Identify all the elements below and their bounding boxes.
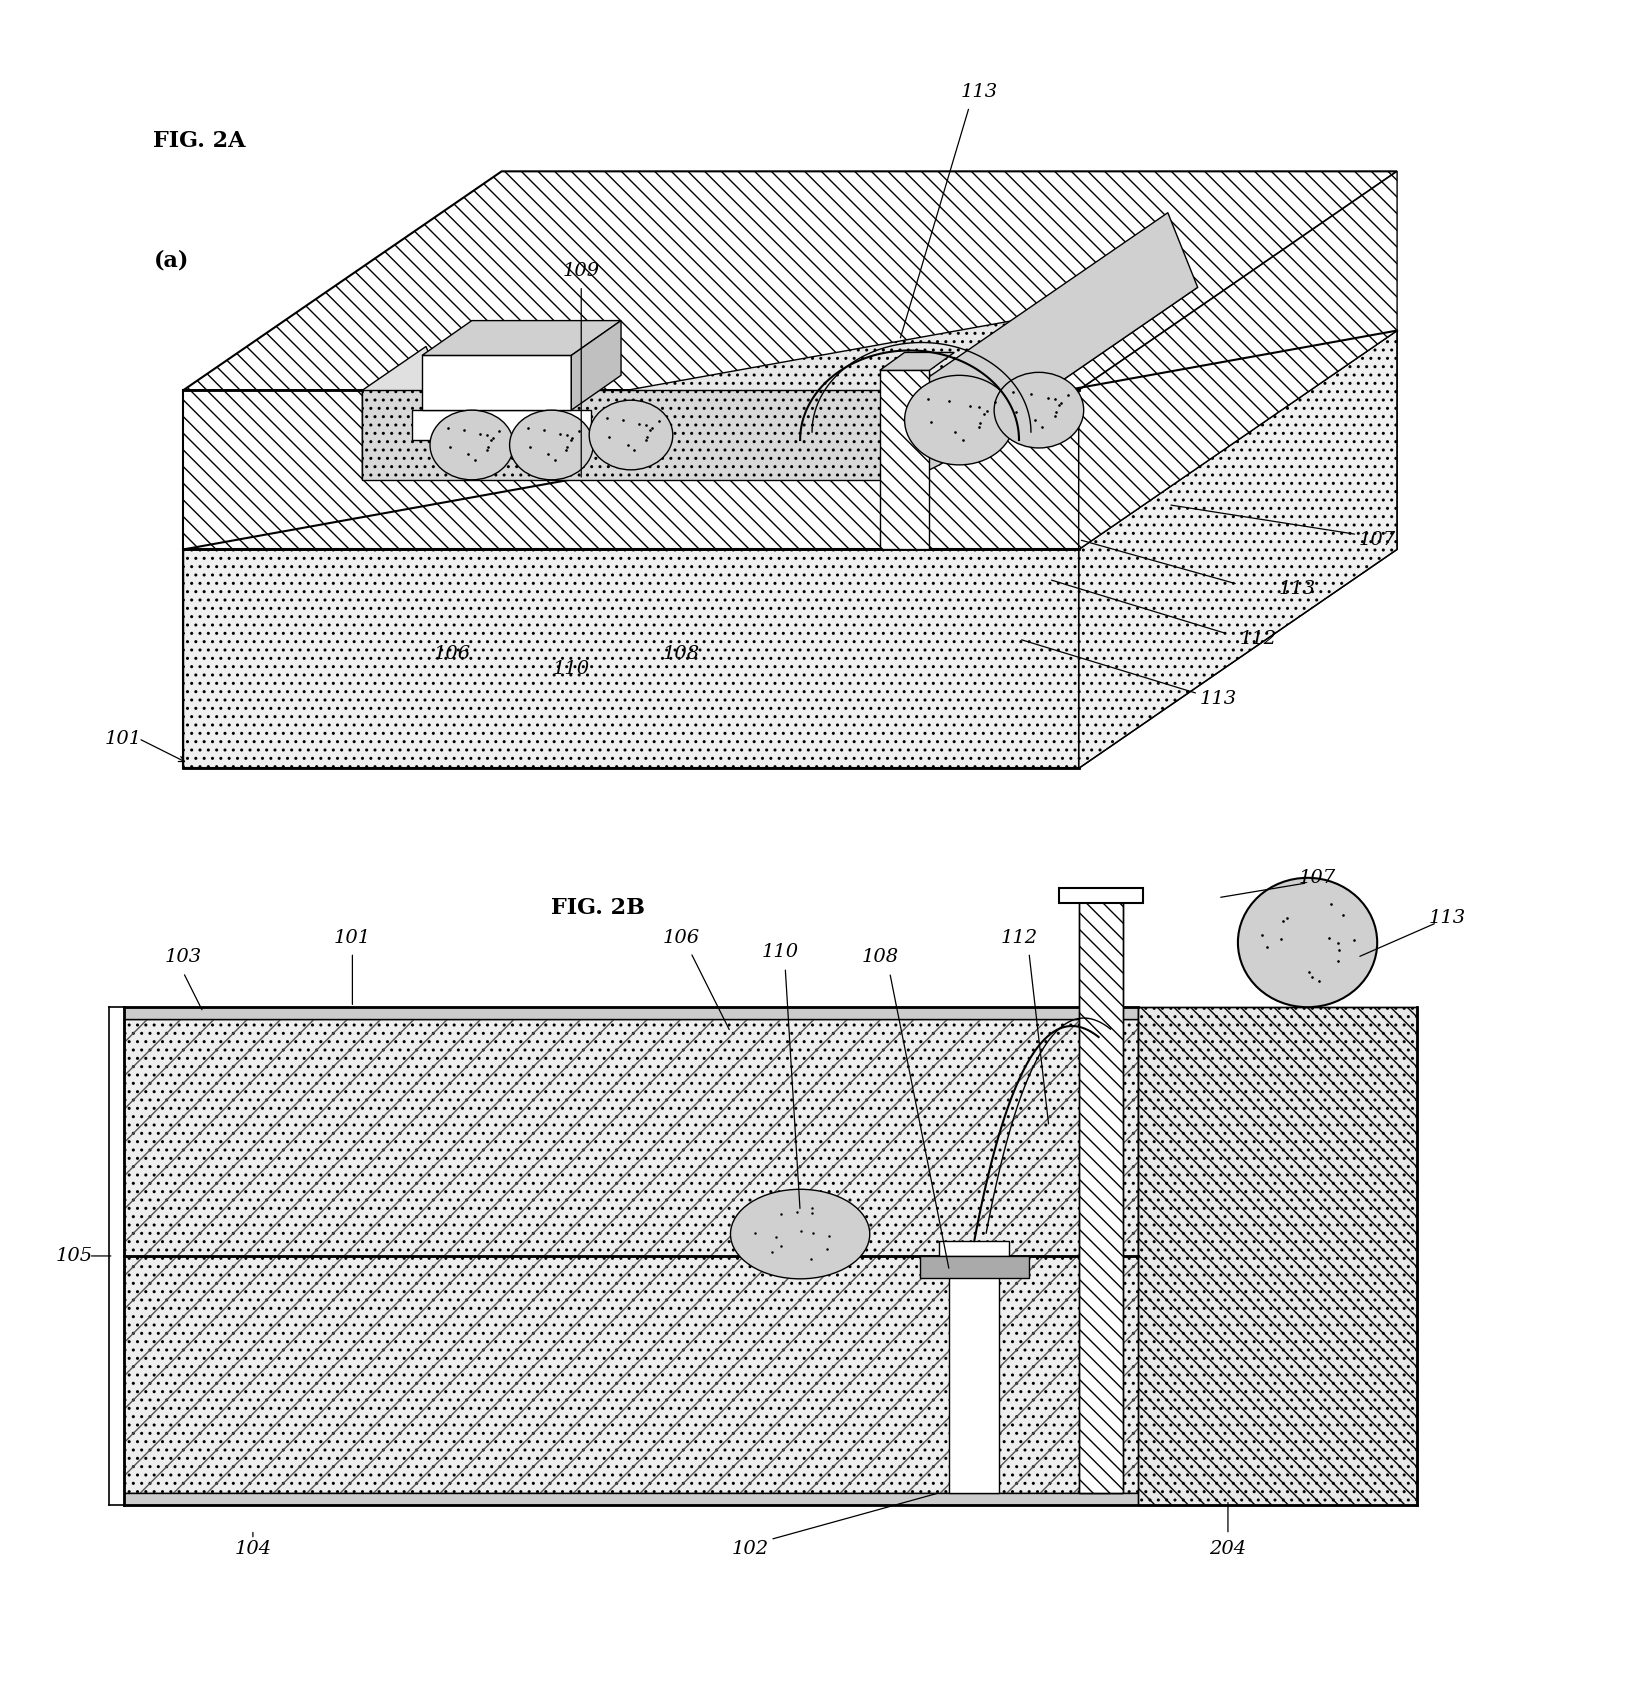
Polygon shape (878, 353, 954, 370)
Text: 112: 112 (1000, 928, 1037, 947)
Text: 107: 107 (1358, 530, 1394, 549)
Ellipse shape (430, 410, 513, 479)
Polygon shape (878, 370, 929, 550)
Text: 107: 107 (1299, 869, 1335, 886)
Text: 109: 109 (562, 262, 600, 280)
Text: 106: 106 (662, 928, 699, 947)
Polygon shape (124, 1256, 1416, 1492)
Text: 102: 102 (732, 1541, 768, 1558)
Ellipse shape (588, 400, 672, 469)
Text: FIG. 2A: FIG. 2A (153, 130, 246, 152)
Polygon shape (183, 390, 1078, 550)
Ellipse shape (1238, 878, 1376, 1008)
Text: 108: 108 (860, 949, 898, 967)
Polygon shape (124, 1020, 1137, 1256)
Text: 103: 103 (165, 949, 201, 967)
Text: 113: 113 (1279, 581, 1315, 598)
Polygon shape (939, 1241, 1009, 1256)
Polygon shape (1137, 1008, 1416, 1504)
Text: 110: 110 (552, 660, 590, 679)
Text: 113: 113 (961, 83, 997, 101)
Text: 113: 113 (1198, 690, 1236, 707)
Polygon shape (1078, 172, 1396, 550)
Text: 112: 112 (1239, 630, 1276, 648)
Polygon shape (1058, 888, 1142, 903)
Polygon shape (183, 550, 1078, 768)
Ellipse shape (509, 410, 593, 479)
Polygon shape (124, 1008, 1137, 1020)
Text: FIG. 2B: FIG. 2B (550, 896, 644, 918)
Polygon shape (412, 410, 592, 441)
Polygon shape (392, 287, 1196, 464)
Text: (a): (a) (153, 250, 188, 272)
Polygon shape (949, 1256, 999, 1492)
Text: 104: 104 (234, 1541, 272, 1558)
Text: 105: 105 (56, 1247, 92, 1264)
Text: 106: 106 (433, 645, 470, 663)
Polygon shape (183, 331, 1396, 550)
Text: 101: 101 (333, 928, 371, 947)
Text: 110: 110 (761, 944, 798, 962)
Ellipse shape (905, 375, 1014, 464)
Polygon shape (363, 390, 910, 479)
Text: 108: 108 (662, 645, 699, 663)
Ellipse shape (730, 1190, 868, 1280)
Polygon shape (910, 213, 1196, 479)
Polygon shape (422, 321, 621, 356)
Text: 204: 204 (1208, 1541, 1246, 1558)
Polygon shape (920, 1256, 1028, 1278)
Polygon shape (422, 356, 570, 410)
Polygon shape (183, 172, 1396, 390)
Polygon shape (1078, 888, 1122, 1492)
Text: 113: 113 (1427, 908, 1465, 927)
Polygon shape (570, 321, 621, 410)
Polygon shape (1078, 331, 1396, 768)
Polygon shape (363, 346, 455, 479)
Ellipse shape (994, 373, 1083, 447)
Polygon shape (124, 1492, 1416, 1504)
Text: 101: 101 (105, 729, 142, 748)
